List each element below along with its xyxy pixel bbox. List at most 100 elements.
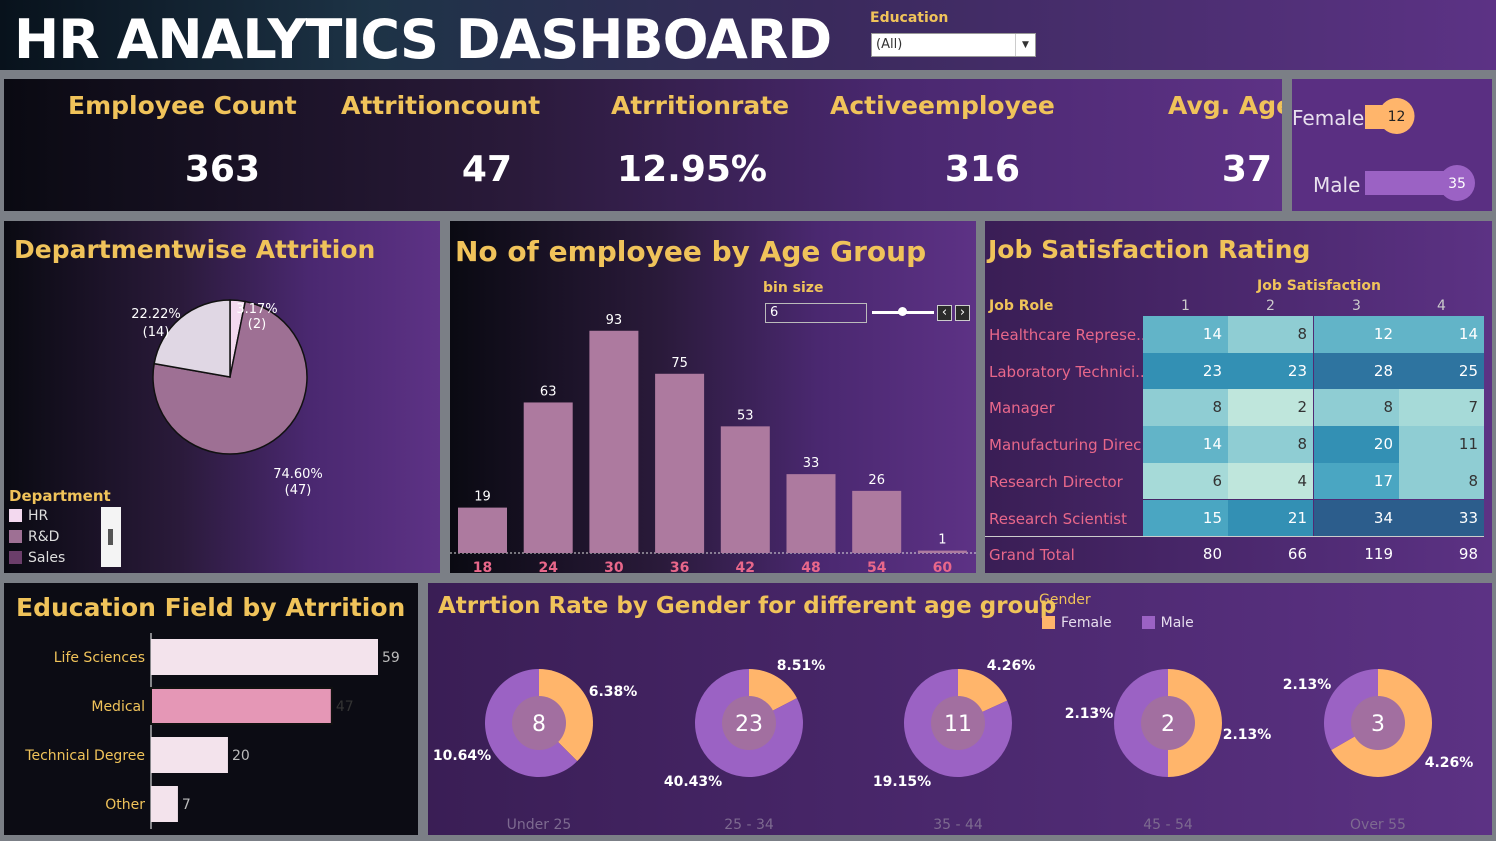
bin-size-slider-handle[interactable] [898, 307, 907, 316]
legend-item-male[interactable]: Male [1141, 612, 1194, 633]
heatmap-cell: 6 [1143, 462, 1228, 500]
donut-female-label: 4.26% [1425, 755, 1474, 771]
education-filter-select[interactable]: (All) ▼ [871, 33, 1036, 57]
heatmap-cell: 14 [1143, 426, 1228, 463]
age-bar-value: 33 [803, 456, 820, 471]
male-swatch [1141, 616, 1155, 629]
heatmap-cell: 14 [1143, 316, 1228, 353]
heatmap-cell: 20 [1314, 426, 1399, 463]
education-field-title: Education Field by Atrrition [16, 593, 406, 622]
legend-item-sales[interactable]: Sales [9, 547, 111, 568]
chevron-left-icon[interactable]: ‹ [937, 305, 952, 321]
heatmap-cell: 8 [1143, 389, 1228, 427]
gender-legend-title: Gender [1039, 592, 1091, 608]
legend-swatch [9, 530, 22, 543]
heatmap-cell: 34 [1314, 499, 1399, 537]
age-tick-label: 54 [867, 560, 887, 573]
donut-female-label: 8.51% [777, 658, 826, 674]
job-role-label: Manufacturing Direc.. [989, 436, 1151, 455]
grand-total-cell: 66 [1287, 545, 1307, 564]
chevron-down-icon[interactable]: ▼ [1015, 34, 1035, 56]
pie-label-count: (14) [143, 325, 170, 340]
kpi-label-attrition-rate: Atrritionrate [611, 91, 790, 120]
donut-female-label: 6.38% [589, 684, 638, 700]
table-divider [985, 536, 1484, 538]
kpi-value-avg-age: 37 [1221, 149, 1272, 190]
edu-bar [151, 786, 178, 822]
heatmap-cell: 33 [1399, 499, 1484, 537]
edu-bar-value: 47 [336, 699, 354, 715]
pie-label-pct: 3.17% [236, 302, 277, 317]
age-bar-value: 53 [737, 408, 754, 423]
age-bar [917, 550, 967, 553]
col-header: 3 [1352, 298, 1361, 314]
gender-age-panel: Atrrtion Rate by Gender for different ag… [428, 583, 1492, 835]
job-satisfaction-title: Job Satisfaction Rating [988, 235, 1311, 264]
age-group-label: 25 - 34 [724, 817, 774, 833]
donut-male-label: 2.13% [1283, 677, 1332, 693]
female-legend-label: Female [1061, 614, 1112, 631]
chevron-right-icon[interactable]: › [955, 305, 970, 321]
donut-male-slice [1113, 669, 1168, 777]
legend-scrollbar[interactable] [101, 507, 121, 567]
heatmap-cell: 23 [1143, 352, 1228, 390]
heatmap-cell: 8 [1314, 389, 1399, 427]
col-header: 1 [1181, 298, 1190, 314]
donut-male-label: 2.13% [1065, 706, 1114, 722]
donut-total: 3 [1371, 712, 1385, 737]
pie-label-pct: 22.22% [131, 307, 181, 322]
heatmap-cell: 8 [1228, 316, 1313, 353]
job-role-label: Laboratory Technici.. [989, 362, 1145, 381]
edu-category-label: Other [105, 797, 145, 813]
female-bar-cap [1378, 98, 1415, 134]
job-role-header: Job Role [989, 298, 1054, 314]
male-legend-label: Male [1160, 614, 1194, 631]
legend-item-rd[interactable]: R&D [9, 526, 111, 547]
donut-hole [722, 696, 776, 750]
heatmap-cell: 25 [1399, 352, 1484, 390]
legend-label: Sales [28, 549, 66, 566]
donut-male-label: 19.15% [873, 774, 931, 790]
kpi-value-attrition-rate: 12.95% [617, 149, 767, 190]
job-role-label: Research Scientist [989, 509, 1127, 528]
legend-swatch [9, 551, 22, 564]
legend-scrollbar-thumb[interactable] [108, 529, 113, 545]
age-tick-label: 48 [801, 560, 820, 573]
job-satisfaction-panel: Job Satisfaction Rating Job Satisfaction… [985, 221, 1492, 573]
donut-female-label: 2.13% [1223, 727, 1272, 743]
job-role-label: Manager [989, 399, 1055, 418]
edu-bar-value: 7 [182, 797, 191, 813]
donut-total: 11 [944, 712, 972, 737]
kpi-value-active-employee: 316 [944, 149, 1020, 190]
kpi-label-attrition-count: Attritioncount [341, 91, 541, 120]
donut-total: 8 [532, 712, 546, 737]
legend-item-hr[interactable]: HR [9, 505, 111, 526]
pie-label-count: (47) [285, 483, 312, 498]
gender-legend: Female Male [1042, 612, 1194, 633]
age-bar [852, 490, 902, 553]
legend-label: R&D [28, 528, 60, 545]
job-satisfaction-col-header: Job Satisfaction [1257, 278, 1381, 294]
heatmap-cell: 4 [1228, 462, 1313, 500]
kpi-label-active-employee: Activeemployee [830, 91, 1055, 120]
grand-total-cell: 119 [1364, 545, 1393, 564]
gender-bar-chart: 12 35 [1365, 98, 1475, 201]
legend-item-female[interactable]: Female [1042, 612, 1112, 633]
kpi-label-employee-count: Employee Count [68, 91, 297, 120]
donut-total: 2 [1161, 712, 1175, 737]
education-filter-label: Education [870, 10, 949, 26]
dashboard-header: HR ANALYTICS DASHBOARD Education (All) ▼ [0, 0, 1496, 70]
grand-total-label: Grand Total [989, 546, 1075, 565]
col-header: 2 [1266, 298, 1275, 314]
gender-age-title: Atrrtion Rate by Gender for different ag… [438, 593, 1057, 619]
age-tick-label: 42 [736, 560, 755, 573]
age-bar [655, 373, 705, 553]
bin-size-input[interactable]: 6 [765, 303, 867, 323]
age-bar [523, 402, 573, 553]
kpi-panel: Employee Count 363 Attritioncount 47 Atr… [4, 79, 1282, 211]
donut-female-label: 4.26% [987, 658, 1036, 674]
pie-slice-sales [153, 299, 231, 378]
male-bar-cap [1439, 165, 1475, 201]
age-bar-value: 1 [938, 533, 946, 548]
donut-hole [512, 696, 566, 750]
